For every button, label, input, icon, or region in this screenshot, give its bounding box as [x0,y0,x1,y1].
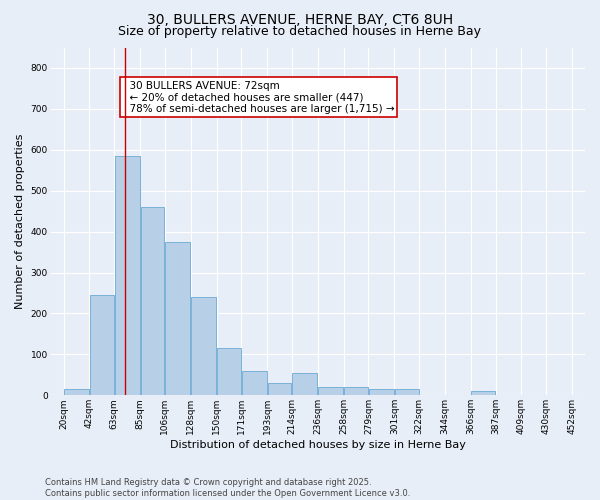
Y-axis label: Number of detached properties: Number of detached properties [15,134,25,309]
Bar [471,391,495,396]
Bar [191,297,216,396]
Text: Size of property relative to detached houses in Herne Bay: Size of property relative to detached ho… [119,25,482,38]
Bar [369,389,394,396]
Bar [217,348,241,396]
Bar [115,156,140,396]
Bar [268,383,292,396]
Text: 30 BULLERS AVENUE: 72sqm
  ← 20% of detached houses are smaller (447)
  78% of s: 30 BULLERS AVENUE: 72sqm ← 20% of detach… [123,80,394,114]
Bar [292,373,317,396]
Bar [90,295,113,396]
Bar [242,370,267,396]
Bar [140,207,164,396]
Bar [318,387,343,396]
Bar [165,242,190,396]
Text: Contains HM Land Registry data © Crown copyright and database right 2025.
Contai: Contains HM Land Registry data © Crown c… [45,478,410,498]
Bar [395,389,419,396]
X-axis label: Distribution of detached houses by size in Herne Bay: Distribution of detached houses by size … [170,440,466,450]
Bar [344,387,368,396]
Text: 30, BULLERS AVENUE, HERNE BAY, CT6 8UH: 30, BULLERS AVENUE, HERNE BAY, CT6 8UH [147,12,453,26]
Bar [64,389,89,396]
